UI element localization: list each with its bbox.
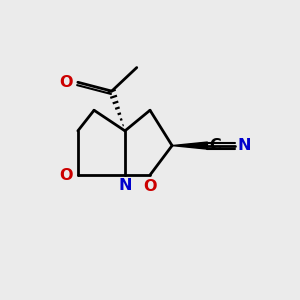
Text: C: C <box>209 138 220 153</box>
Text: N: N <box>238 138 251 153</box>
Text: O: O <box>143 179 157 194</box>
Text: N: N <box>118 178 132 193</box>
Text: O: O <box>59 75 73 90</box>
Polygon shape <box>172 142 207 149</box>
Text: O: O <box>59 167 73 182</box>
